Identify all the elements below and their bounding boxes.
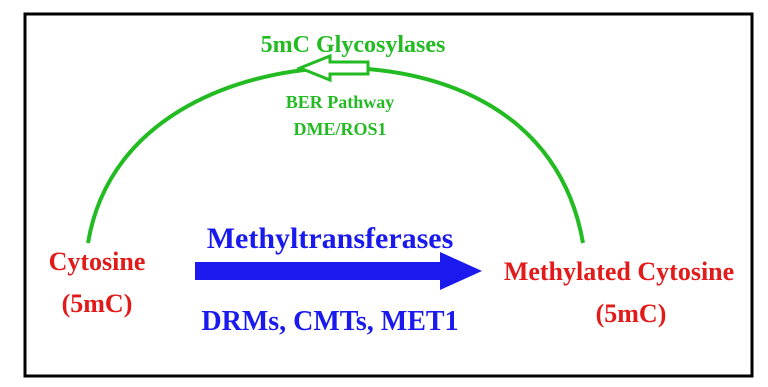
reverse-arrowhead bbox=[295, 53, 370, 83]
node-sublabel: (5mC) bbox=[596, 299, 667, 328]
reverse-line1: BER Pathway bbox=[286, 92, 395, 112]
frame bbox=[23, 12, 754, 378]
node-label: Cytosine bbox=[49, 247, 146, 276]
node-sublabel: (5mC) bbox=[62, 289, 133, 318]
forward-label: Methyltransferases bbox=[207, 222, 454, 255]
forward-sublabel: DRMs, CMTs, MET1 bbox=[201, 306, 458, 337]
node-label: Methylated Cytosine bbox=[504, 257, 734, 286]
reverse-line2: DME/ROS1 bbox=[293, 119, 386, 139]
reverse-label: 5mC Glycosylases bbox=[261, 32, 446, 58]
forward-arrow bbox=[195, 252, 482, 290]
